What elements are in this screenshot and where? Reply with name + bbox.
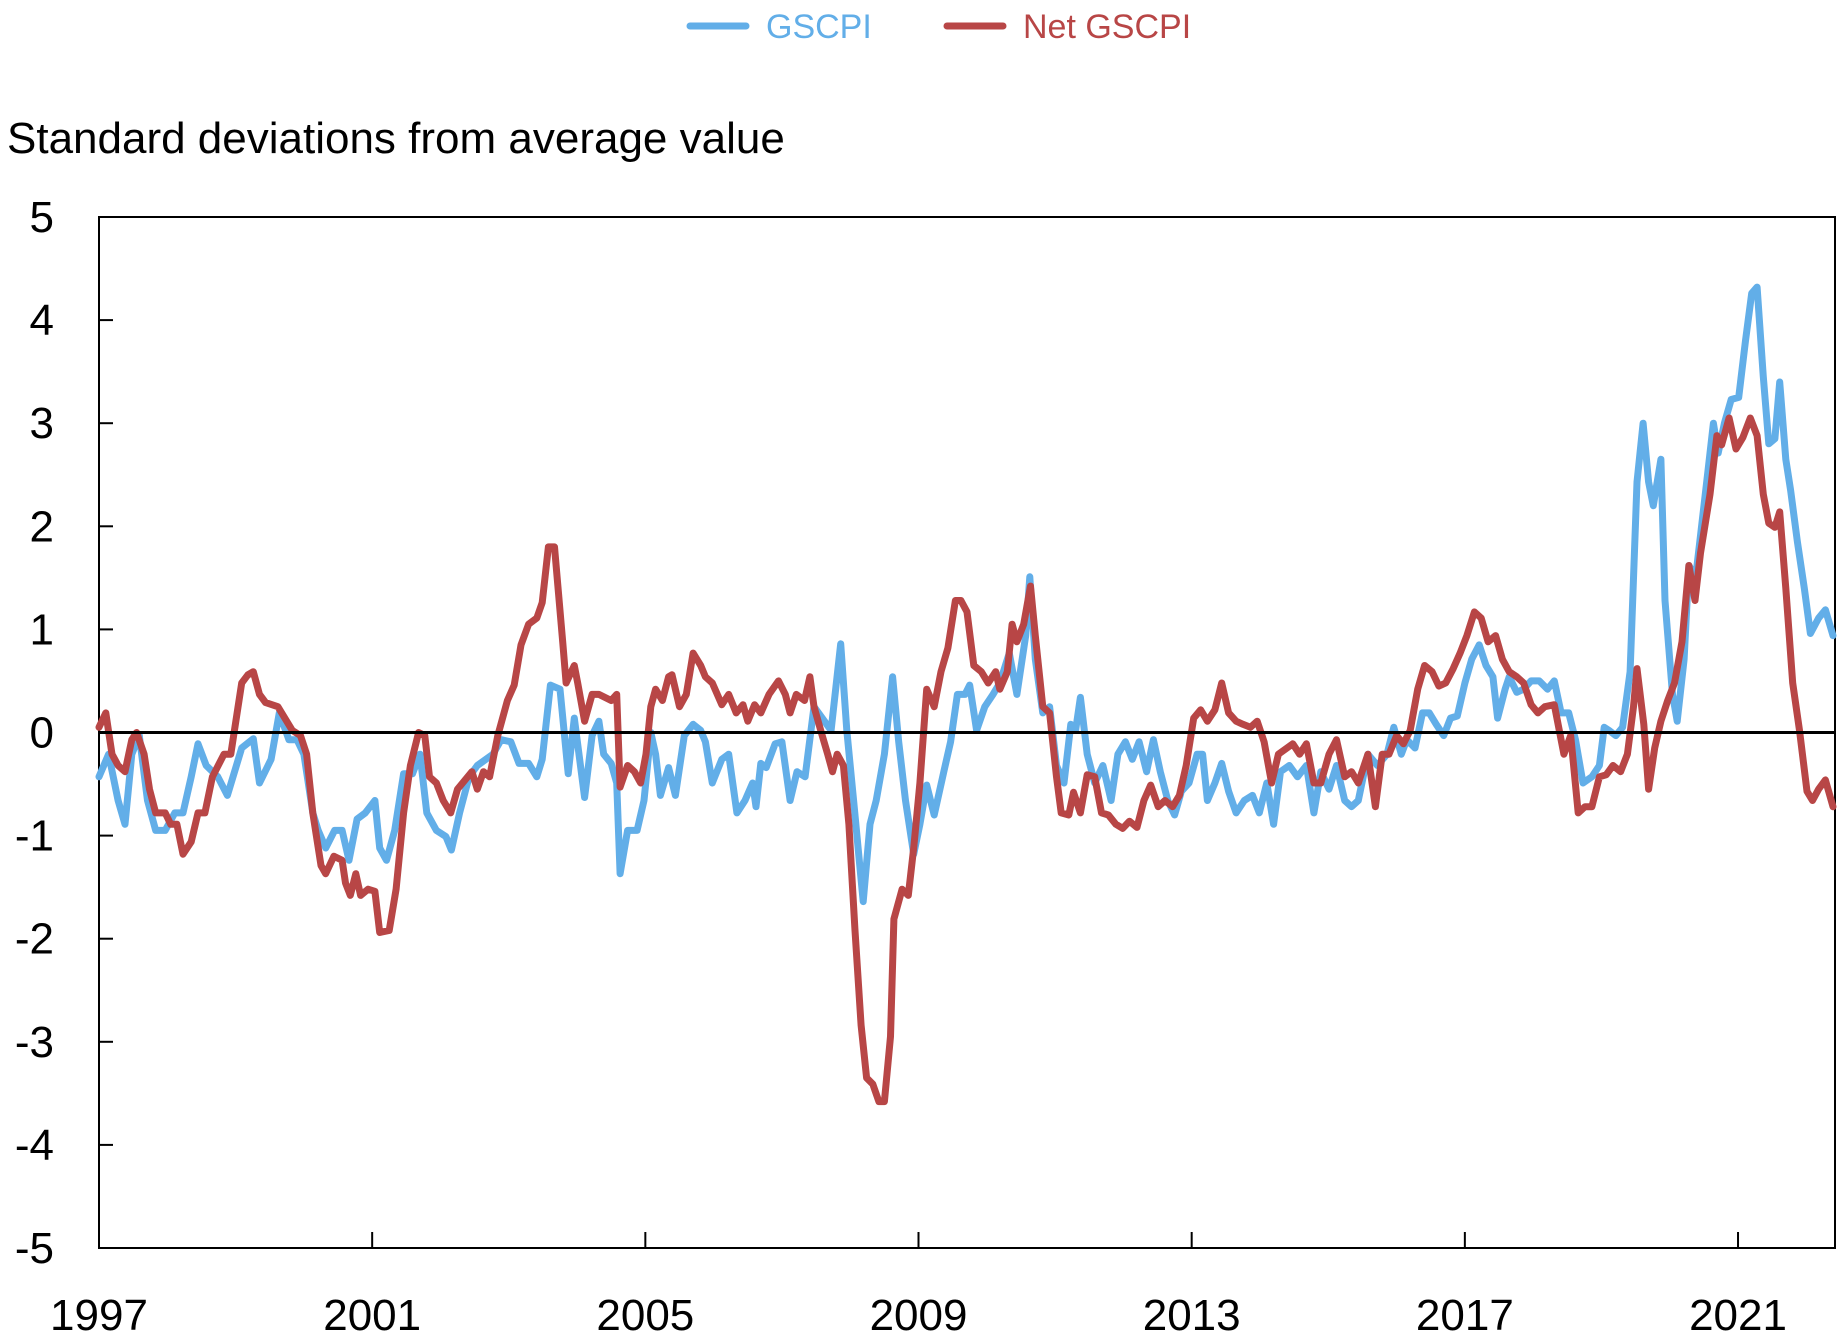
series-line-gscpi: [95, 283, 1837, 906]
legend-label: GSCPI: [766, 8, 872, 46]
y-tick-label: 1: [30, 605, 54, 654]
x-tick-label: 2013: [1143, 1291, 1241, 1338]
y-tick-label: -5: [15, 1224, 54, 1273]
y-tick-label: -1: [15, 812, 54, 861]
y-tick-label: 2: [30, 502, 54, 551]
series-line-net-gscpi: [95, 414, 1837, 1106]
y-tick-label: -4: [15, 1121, 54, 1170]
y-tick-label: -3: [15, 1018, 54, 1067]
x-tick-label: 2001: [323, 1291, 421, 1338]
x-tick-label: 2005: [596, 1291, 694, 1338]
y-axis-label: Standard deviations from average value: [7, 114, 785, 163]
y-tick-label: 4: [30, 296, 54, 345]
x-tick-label: 2021: [1689, 1291, 1787, 1338]
y-tick-label: 5: [30, 193, 54, 242]
y-tick-label: 0: [30, 709, 54, 758]
legend-label: Net GSCPI: [1023, 8, 1191, 46]
x-tick-label: 2017: [1416, 1291, 1514, 1338]
axes: 5 4 3 2 1 0 -1 -2 -3 -4 -5 1997 2001 2005 2009 2013 2017…: [15, 193, 1836, 1338]
x-tick-label: 1997: [50, 1291, 148, 1338]
y-tick-label: 3: [30, 399, 54, 448]
legend: GSCPI Net GSCPI: [686, 8, 1191, 46]
y-tick-label: -2: [15, 915, 54, 964]
legend-item: Net GSCPI: [943, 8, 1191, 46]
legend-item: GSCPI: [686, 8, 872, 46]
plot-lines: [95, 283, 1837, 1106]
x-tick-label: 2009: [870, 1291, 968, 1338]
